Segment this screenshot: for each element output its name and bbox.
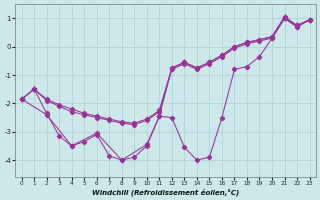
X-axis label: Windchill (Refroidissement éolien,°C): Windchill (Refroidissement éolien,°C) — [92, 188, 239, 196]
